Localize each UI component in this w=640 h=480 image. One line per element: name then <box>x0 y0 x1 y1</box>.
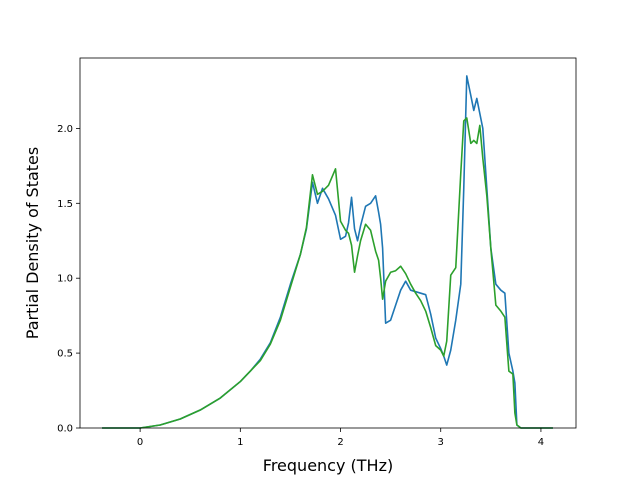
y-axis: 0.0 0.5 1.0 1.5 2.0 <box>57 124 80 435</box>
y-axis-title: Partial Density of States <box>23 147 42 339</box>
x-tick-label: 3 <box>438 437 444 448</box>
plot-area <box>80 58 576 428</box>
x-tick-label: 4 <box>538 437 544 448</box>
x-axis-title: Frequency (THz) <box>263 456 393 475</box>
y-tick-label: 0.0 <box>57 424 73 435</box>
series-layer <box>102 75 553 429</box>
x-axis: 0 1 2 3 4 <box>137 428 544 448</box>
y-tick-label: 0.5 <box>57 349 73 360</box>
axes-frame <box>79 57 577 429</box>
y-tick-label: 2.0 <box>57 124 73 135</box>
series-line-2 <box>102 117 553 429</box>
y-tick-label: 1.5 <box>57 199 73 210</box>
y-tick-label: 1.0 <box>57 274 73 285</box>
x-tick-label: 0 <box>137 437 143 448</box>
x-tick-label: 1 <box>237 437 243 448</box>
x-tick-label: 2 <box>337 437 343 448</box>
series-line-1 <box>102 75 553 429</box>
